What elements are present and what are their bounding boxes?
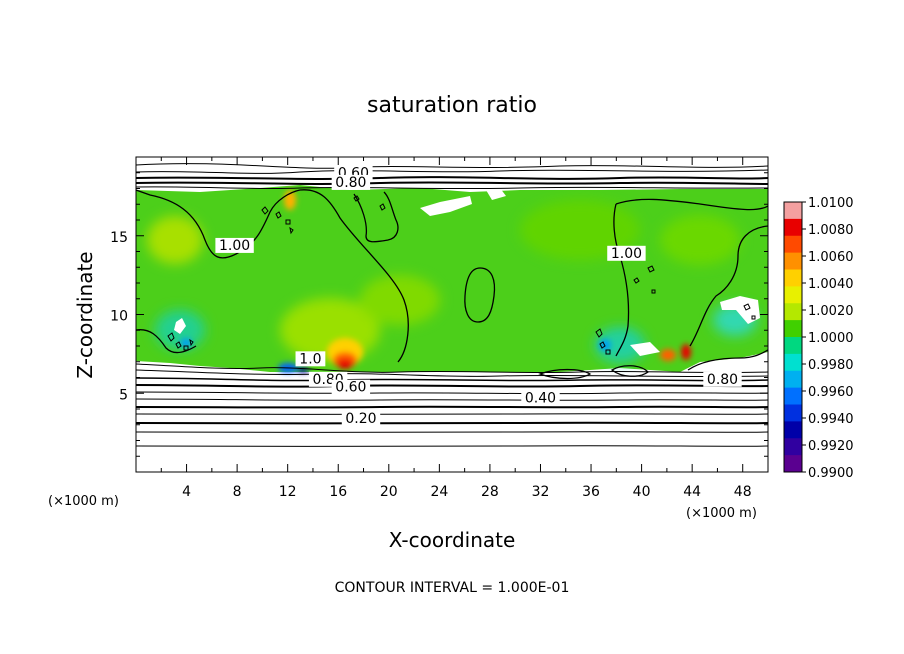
x-tick-label: 16	[329, 484, 347, 500]
y-tick-label: 15	[110, 230, 128, 246]
colorbar-swatch	[784, 353, 802, 372]
contour-label-box	[295, 351, 326, 367]
x-axis: 4 8 12 16 20 24 28 32 36 40 44 48	[160, 157, 752, 500]
contour-lines	[136, 163, 768, 447]
speckle-clusters	[167, 195, 756, 355]
colorbar-swatch	[784, 202, 802, 220]
contour-label-box	[703, 371, 742, 387]
colorbar-label: 1.0080	[808, 223, 854, 238]
x-unit-label: (×1000 m)	[686, 506, 757, 521]
colorbar-label: 0.9940	[808, 412, 854, 427]
colorbar-label: 0.9960	[808, 385, 854, 400]
colorbar-label: 0.9900	[808, 466, 854, 481]
dry-pockets	[174, 188, 760, 356]
y-tick-label: 5	[119, 387, 128, 403]
contour-label: 0.40	[525, 391, 556, 407]
x-tick-label: 8	[233, 484, 242, 500]
contour-label: 1.0	[299, 351, 321, 367]
colorbar-swatch	[784, 303, 802, 321]
x-tick-label: 44	[683, 484, 701, 500]
contour-labels: 0.600.801.00 1.001.00.800.60 0.800.400.20	[215, 165, 742, 427]
x-tick-label: 36	[582, 484, 600, 500]
y-axis: 5 10 15	[110, 172, 768, 457]
colorbar-swatch	[784, 337, 802, 355]
x-tick-label: 4	[182, 484, 191, 500]
colorbar-label: 0.9980	[808, 358, 854, 373]
colorbar-label: 1.0040	[808, 277, 854, 292]
contour-label-box	[331, 174, 371, 190]
x-tick-label: 48	[734, 484, 752, 500]
x-tick-label: 28	[481, 484, 499, 500]
colorbar-swatch	[784, 404, 802, 422]
x-tick-label: 24	[430, 484, 448, 500]
contour-label: 0.60	[335, 380, 366, 396]
contour-label-box	[331, 379, 371, 395]
y-axis-label: Z-coordinate	[73, 251, 97, 378]
contour-label-box	[521, 390, 560, 406]
colorbar-swatch	[784, 286, 802, 304]
contour-label: 0.80	[335, 175, 366, 191]
moist-layer	[136, 185, 768, 372]
x-tick-label: 40	[633, 484, 651, 500]
colorbar-swatch	[784, 387, 802, 405]
colorbar: 1.0100 1.0080 1.0060 1.0040 1.0020 1.0000 0.99…	[783, 196, 854, 481]
colorbar-swatch	[784, 421, 802, 439]
x-axis-label: X-coordinate	[389, 528, 516, 552]
colorbar-swatch	[784, 218, 802, 237]
colorbar-swatch	[784, 320, 802, 338]
colorbar-label: 1.0100	[808, 196, 854, 211]
colorbar-label: 1.0000	[808, 331, 854, 346]
colorbar-swatch	[784, 252, 802, 270]
x-tick-label: 12	[279, 484, 297, 500]
contour-label-box	[215, 237, 254, 253]
colorbar-swatch	[784, 235, 802, 254]
z-unit-label: (×1000 m)	[48, 494, 119, 509]
contour-label: 0.80	[707, 372, 738, 388]
x-tick-label: 32	[532, 484, 550, 500]
contour-label-box	[607, 245, 646, 261]
colorbar-swatch	[784, 269, 802, 287]
y-tick-label: 10	[110, 309, 128, 325]
plot-area: 0.600.801.00 1.001.00.800.60 0.800.400.20	[136, 157, 768, 472]
chart-title: saturation ratio	[367, 93, 537, 118]
colorbar-label: 1.0060	[808, 250, 854, 265]
colorbar-swatch	[784, 438, 802, 456]
colorbar-label: 0.9920	[808, 439, 854, 454]
contour-label: 1.00	[219, 238, 250, 254]
colorbar-swatch	[784, 370, 802, 389]
contour-interval-note: CONTOUR INTERVAL = 1.000E-01	[335, 580, 570, 596]
colorbar-swatch	[784, 455, 802, 473]
contour-label: 1.00	[611, 246, 642, 262]
colorbar-label: 1.0020	[808, 304, 854, 319]
contour-label-box	[341, 411, 381, 427]
contour-label: 0.20	[345, 411, 376, 427]
x-tick-label: 20	[380, 484, 398, 500]
